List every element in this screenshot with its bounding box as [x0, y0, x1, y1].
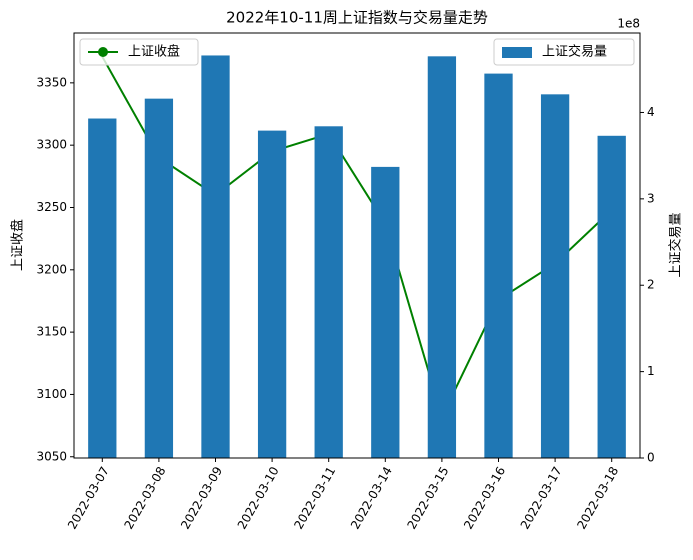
bar [88, 118, 117, 458]
legend-label: 上证收盘 [128, 44, 180, 60]
bar [314, 126, 343, 458]
legend-box [79, 38, 199, 66]
y2-offset-label: 1e8 [617, 17, 640, 31]
y-tick-label: 3250 [36, 200, 67, 214]
y2-tick-label: 1 [647, 364, 655, 378]
y-tick-label: 3300 [36, 138, 67, 152]
bar [427, 56, 457, 458]
bar [201, 55, 230, 458]
y2-tick-label: 0 [647, 451, 655, 465]
x-tick-label: 2022-03-15 [405, 464, 452, 531]
line [101, 56, 613, 420]
y-tick-label: 3050 [36, 449, 67, 463]
plot-frame [73, 32, 641, 459]
y-tick-label: 3150 [36, 325, 67, 339]
y-axis-label: 上证收盘 [10, 219, 26, 271]
legend-patch [502, 47, 532, 58]
x-tick-label: 2022-03-08 [122, 464, 169, 531]
bar [540, 94, 570, 458]
bar [257, 130, 287, 458]
chart-title: 2022年10-11周上证指数与交易量走势 [226, 9, 488, 27]
legend-label: 上证交易量 [542, 44, 607, 60]
x-tick-label: 2022-03-07 [65, 464, 112, 531]
x-tick-label: 2022-03-16 [461, 464, 508, 531]
legend-box [493, 38, 635, 66]
bar [484, 73, 513, 458]
bar [144, 98, 174, 459]
x-tick-label: 2022-03-14 [348, 464, 395, 531]
x-tick-label: 2022-03-18 [574, 464, 621, 531]
y-tick-label: 3100 [36, 387, 67, 401]
y2-axis-label: 上证交易量 [668, 212, 684, 277]
x-tick-label: 2022-03-11 [291, 464, 338, 531]
y2-tick-label: 2 [647, 278, 655, 292]
y2-tick-label: 3 [647, 191, 655, 205]
y-tick-label: 3350 [36, 75, 67, 89]
x-tick-label: 2022-03-09 [178, 464, 225, 531]
y2-tick-label: 4 [647, 105, 655, 119]
y-tick-label: 3200 [36, 262, 67, 276]
legend-marker [98, 47, 108, 57]
x-tick-label: 2022-03-10 [235, 464, 282, 531]
bar [371, 166, 400, 458]
x-tick-label: 2022-03-17 [518, 464, 565, 531]
bar [597, 135, 626, 458]
